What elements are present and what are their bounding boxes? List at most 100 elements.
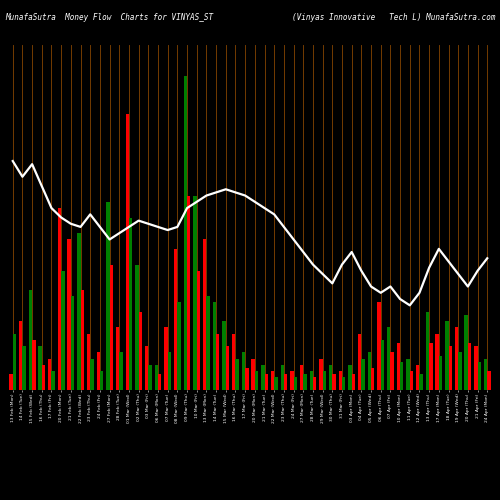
Bar xyxy=(261,365,264,390)
Bar xyxy=(216,334,220,390)
Bar xyxy=(236,358,239,390)
Bar xyxy=(371,368,374,390)
Bar xyxy=(68,240,71,390)
Bar xyxy=(271,371,274,390)
Bar xyxy=(120,352,122,390)
Bar xyxy=(390,352,394,390)
Bar xyxy=(310,371,313,390)
Text: MunafaSutra  Money Flow  Charts for VINYAS_ST: MunafaSutra Money Flow Charts for VINYAS… xyxy=(5,12,213,22)
Bar xyxy=(232,334,235,390)
Bar xyxy=(378,302,380,390)
Bar xyxy=(48,358,51,390)
Bar xyxy=(455,328,458,390)
Bar xyxy=(284,374,288,390)
Bar xyxy=(178,302,181,390)
Bar xyxy=(380,340,384,390)
Bar xyxy=(255,371,258,390)
Bar xyxy=(52,371,55,390)
Bar xyxy=(358,334,362,390)
Bar xyxy=(77,233,80,390)
Bar xyxy=(168,352,171,390)
Bar xyxy=(484,358,488,390)
Bar xyxy=(274,378,278,390)
Bar xyxy=(194,196,196,390)
Bar xyxy=(242,352,245,390)
Bar xyxy=(329,365,332,390)
Bar xyxy=(110,264,113,390)
Bar xyxy=(42,365,45,390)
Bar xyxy=(290,371,294,390)
Bar xyxy=(429,343,432,390)
Bar xyxy=(80,290,84,390)
Bar xyxy=(61,271,64,390)
Bar xyxy=(304,374,306,390)
Bar xyxy=(445,321,448,390)
Bar xyxy=(212,302,216,390)
Bar xyxy=(352,374,355,390)
Bar xyxy=(478,362,481,390)
Bar xyxy=(264,374,268,390)
Bar xyxy=(129,218,132,390)
Bar xyxy=(436,334,439,390)
Bar xyxy=(332,374,336,390)
Bar xyxy=(12,334,16,390)
Bar xyxy=(206,296,210,390)
Bar xyxy=(100,371,103,390)
Bar xyxy=(396,343,400,390)
Bar xyxy=(426,312,429,390)
Bar xyxy=(135,264,138,390)
Bar xyxy=(280,365,284,390)
Bar xyxy=(32,340,35,390)
Bar xyxy=(158,374,162,390)
Bar xyxy=(252,358,255,390)
Bar xyxy=(368,352,371,390)
Bar xyxy=(203,240,206,390)
Bar xyxy=(294,378,297,390)
Bar xyxy=(420,374,423,390)
Bar xyxy=(458,352,462,390)
Bar xyxy=(222,321,226,390)
Bar xyxy=(90,358,94,390)
Bar xyxy=(126,114,129,390)
Bar xyxy=(300,365,304,390)
Bar xyxy=(245,368,248,390)
Bar xyxy=(116,328,119,390)
Bar xyxy=(313,378,316,390)
Bar xyxy=(488,371,490,390)
Bar xyxy=(106,202,110,390)
Bar xyxy=(184,76,187,390)
Bar xyxy=(400,362,404,390)
Bar xyxy=(410,371,413,390)
Bar xyxy=(439,356,442,390)
Bar xyxy=(322,371,326,390)
Bar xyxy=(387,328,390,390)
Bar xyxy=(319,358,322,390)
Bar xyxy=(448,346,452,390)
Bar xyxy=(138,312,142,390)
Bar xyxy=(148,365,152,390)
Bar xyxy=(226,346,229,390)
Bar xyxy=(342,378,345,390)
Bar xyxy=(87,334,90,390)
Bar xyxy=(38,346,42,390)
Bar xyxy=(71,296,74,390)
Bar xyxy=(464,314,468,390)
Bar xyxy=(174,249,178,390)
Bar xyxy=(196,271,200,390)
Bar xyxy=(187,196,190,390)
Bar xyxy=(154,365,158,390)
Bar xyxy=(22,346,26,390)
Bar xyxy=(338,371,342,390)
Bar xyxy=(10,374,12,390)
Bar xyxy=(164,328,168,390)
Bar xyxy=(468,343,471,390)
Bar xyxy=(145,346,148,390)
Bar xyxy=(19,321,22,390)
Bar xyxy=(362,358,365,390)
Bar xyxy=(416,365,420,390)
Bar xyxy=(348,365,352,390)
Bar xyxy=(28,290,32,390)
Text: (Vinyas Innovative   Tech L) MunafaSutra.com: (Vinyas Innovative Tech L) MunafaSutra.c… xyxy=(292,12,495,22)
Bar xyxy=(58,208,61,390)
Bar xyxy=(96,352,100,390)
